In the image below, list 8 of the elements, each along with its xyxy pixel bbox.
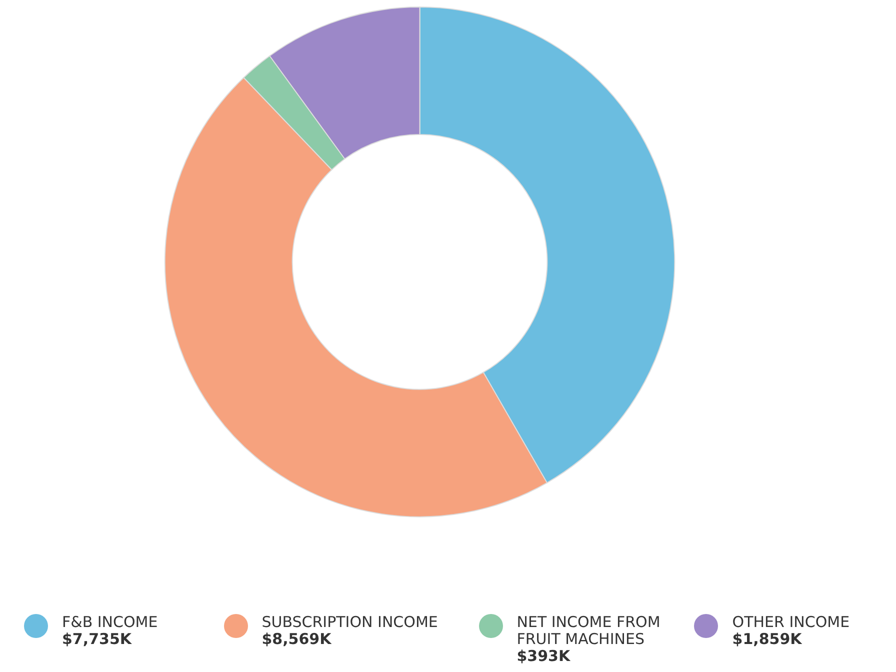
legend-label: OTHER INCOME: [732, 613, 850, 631]
data-label: $393K: [516, 647, 572, 665]
legend-label: NET INCOME FROM FRUIT MACHINES: [516, 613, 662, 648]
data-label: $1,859K: [732, 630, 803, 648]
legend-label: SUBSCRIPTION INCOME: [262, 613, 438, 631]
data-label: $8,569K: [262, 630, 332, 648]
legend-label: F&B INCOME: [62, 613, 158, 631]
data-label: $7,735K: [62, 630, 133, 648]
